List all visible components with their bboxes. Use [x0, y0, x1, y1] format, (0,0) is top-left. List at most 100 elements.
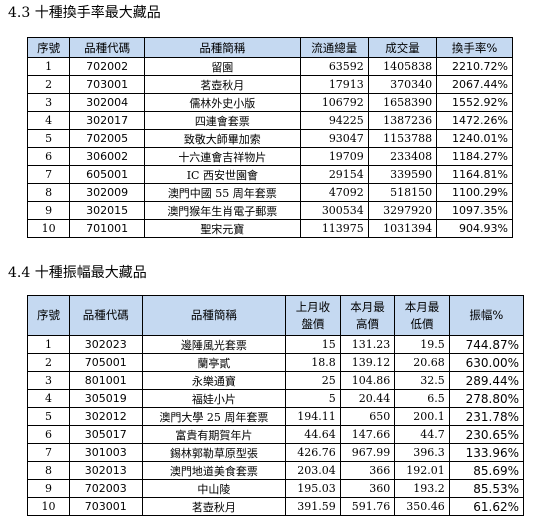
cell-circulation: 63592	[299, 57, 369, 76]
cell-code: 701001	[69, 219, 145, 238]
header-text: 盤價	[301, 316, 325, 331]
cell-name: 富貴有期賀年片	[141, 425, 287, 444]
cell-month-low: 6.5	[394, 389, 450, 408]
table-header-row: 序號 品種代碼 品種簡稱 上月收 盤價 本月最 高價 本月最 低價 振幅%	[27, 295, 525, 336]
cell-name: 澳門大學 25 周年套票	[141, 407, 287, 426]
cell-month-high: 20.44	[339, 389, 396, 408]
cell-name: 錫林郭勒草原型張	[141, 443, 287, 462]
cell-month-low: 200.1	[394, 407, 450, 426]
cell-prev-close: 25	[285, 371, 341, 390]
amplitude-table: 序號 品種代碼 品種簡稱 上月收 盤價 本月最 高價 本月最 低價 振幅% 1 302023 邊陲風光…	[27, 295, 525, 516]
cell-code: 302017	[69, 111, 145, 130]
cell-amplitude: 231.78%	[448, 407, 525, 426]
cell-name: 福娃小片	[141, 389, 287, 408]
cell-code: 305017	[68, 425, 143, 444]
cell-month-low: 32.5	[394, 371, 450, 390]
cell-code: 301003	[68, 443, 143, 462]
cell-serial: 4	[27, 389, 70, 408]
table-header-row: 序號 品種代碼 品種簡稱 流通總量 成交量 換手率%	[26, 37, 513, 58]
table-row: 10 701001 聖宋元寶 113975 1031394 904.93%	[26, 219, 513, 238]
header-prev-close: 上月收 盤價	[285, 295, 341, 336]
table-row: 6 306002 十六連會吉祥物片 19709 233408 1184.27%	[26, 147, 513, 166]
cell-turnover: 1472.26%	[436, 111, 513, 130]
cell-month-high: 366	[339, 461, 396, 480]
table-row: 4 305019 福娃小片 5 20.44 6.5 278.80%	[27, 389, 525, 408]
cell-circulation: 93047	[299, 129, 369, 148]
cell-name: 茗壺秋月	[143, 75, 301, 94]
table-row: 7 301003 錫林郭勒草原型張 426.76 967.99 396.3 133.96%	[27, 443, 525, 462]
cell-serial: 8	[27, 461, 70, 480]
cell-month-low: 193.2	[394, 479, 450, 498]
header-serial: 序號	[26, 37, 71, 58]
cell-prev-close: 426.76	[285, 443, 341, 462]
header-name: 品種簡稱	[141, 295, 287, 336]
cell-month-low: 350.46	[394, 497, 450, 516]
cell-serial: 8	[26, 183, 71, 202]
cell-turnover: 1552.92%	[436, 93, 513, 112]
cell-amplitude: 85.53%	[448, 479, 525, 498]
header-text: 序號	[36, 308, 60, 322]
cell-volume: 518150	[367, 183, 438, 202]
cell-month-high: 650	[339, 407, 396, 426]
cell-code: 302015	[69, 201, 145, 220]
table-row: 8 302013 澳門地道美食套票 203.04 366 192.01 85.69%	[27, 461, 525, 480]
cell-serial: 6	[27, 425, 70, 444]
cell-code: 703001	[69, 75, 145, 94]
header-text: 振幅%	[469, 308, 504, 322]
cell-month-high: 104.86	[339, 371, 396, 390]
section-title-turnover: 4.3 十種換手率最大藏品	[8, 5, 161, 21]
cell-serial: 10	[27, 497, 70, 516]
cell-turnover: 1097.35%	[436, 201, 513, 220]
cell-volume: 1387236	[367, 111, 438, 130]
cell-code: 703001	[68, 497, 143, 516]
cell-name: 澳門猴年生肖電子郵票	[143, 201, 301, 220]
table-row: 7 605001 IC 西安世園會 29154 339590 1164.81%	[26, 165, 513, 184]
cell-serial: 5	[27, 407, 70, 426]
cell-code: 801001	[68, 371, 143, 390]
cell-circulation: 106792	[299, 93, 369, 112]
cell-volume: 1405838	[367, 57, 438, 76]
turnover-table: 序號 品種代碼 品種簡稱 流通總量 成交量 換手率% 1 702002 留園 63592 1405…	[26, 37, 513, 238]
header-text: 低價	[410, 316, 434, 331]
cell-volume: 233408	[367, 147, 438, 166]
cell-serial: 3	[26, 93, 71, 112]
cell-prev-close: 195.03	[285, 479, 341, 498]
header-text: 高價	[355, 316, 379, 331]
cell-serial: 1	[27, 335, 70, 354]
cell-serial: 9	[26, 201, 71, 220]
header-month-low: 本月最 低價	[394, 295, 450, 336]
cell-turnover: 2067.44%	[436, 75, 513, 94]
cell-code: 302004	[69, 93, 145, 112]
cell-circulation: 19709	[299, 147, 369, 166]
cell-code: 702003	[68, 479, 143, 498]
cell-name: 留園	[143, 57, 301, 76]
cell-month-low: 396.3	[394, 443, 450, 462]
cell-turnover: 2210.72%	[436, 57, 513, 76]
cell-prev-close: 18.8	[285, 353, 341, 372]
cell-code: 302023	[68, 335, 143, 354]
header-text: 品種代碼	[82, 308, 129, 322]
table-row: 2 703001 茗壺秋月 17913 370340 2067.44%	[26, 75, 513, 94]
cell-name: 茗壺秋月	[141, 497, 287, 516]
cell-code: 302009	[69, 183, 145, 202]
cell-prev-close: 203.04	[285, 461, 341, 480]
cell-name: 蘭亭貳	[141, 353, 287, 372]
cell-circulation: 29154	[299, 165, 369, 184]
header-text: 本月最	[404, 299, 440, 314]
cell-name: IC 西安世園會	[143, 165, 301, 184]
cell-name: 澳門中國 55 周年套票	[143, 183, 301, 202]
table-row: 5 302012 澳門大學 25 周年套票 194.11 650 200.1 231.78%	[27, 407, 525, 426]
cell-turnover: 1240.01%	[436, 129, 513, 148]
cell-month-high: 967.99	[339, 443, 396, 462]
header-turnover: 換手率%	[436, 37, 513, 58]
cell-serial: 10	[26, 219, 71, 238]
cell-name: 聖宋元寶	[143, 219, 301, 238]
cell-month-high: 360	[339, 479, 396, 498]
cell-amplitude: 85.69%	[448, 461, 525, 480]
cell-serial: 7	[26, 165, 71, 184]
header-name: 品種簡稱	[143, 37, 301, 58]
cell-month-low: 19.5	[394, 335, 450, 354]
header-serial: 序號	[27, 295, 70, 336]
cell-serial: 4	[26, 111, 71, 130]
header-code: 品種代碼	[68, 295, 143, 336]
